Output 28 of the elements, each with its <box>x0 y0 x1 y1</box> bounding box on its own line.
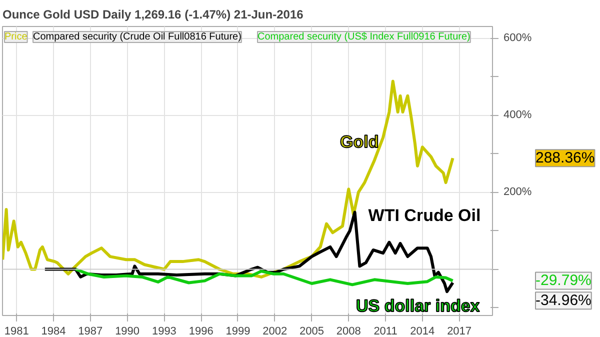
text: -29.79% <box>536 272 592 290</box>
annotation: Price <box>4 32 28 42</box>
text: -34.96% <box>536 292 592 310</box>
x-tick-label: 1999 <box>226 326 250 337</box>
y-tick-label: 200% <box>504 186 532 198</box>
series-label: US dollar index <box>356 296 480 316</box>
x-tick-label: 1984 <box>41 326 66 337</box>
chart-title: Ounce Gold USD Daily 1,269.16 (-1.47%) 21-Jun-2016 <box>2 8 304 22</box>
x-tick-label: 1990 <box>115 326 140 337</box>
x-tick-label: 2008 <box>336 326 361 337</box>
annotation: Compared security (US$ Index Full0916 Future) <box>258 32 470 42</box>
text: 288.36% <box>536 150 595 167</box>
x-tick-label: 1993 <box>152 326 176 337</box>
x-tick-label: 1987 <box>78 326 103 337</box>
annotation: Compared security (Crude Oil Full0816 Future) <box>33 32 242 42</box>
series-label: WTI Crude Oil <box>368 206 481 225</box>
x-tick-label: 2005 <box>300 326 324 337</box>
y-tick-label: 400% <box>504 109 532 122</box>
x-tick-label: 1981 <box>4 326 29 337</box>
x-tick-label: 1996 <box>188 326 214 337</box>
x-tick-label: 2014 <box>410 326 435 337</box>
line-series <box>74 268 454 286</box>
x-tick-label: 2017 <box>447 326 472 337</box>
x-tick-label: 2011 <box>374 326 398 337</box>
x-tick-label: 2002 <box>262 326 288 337</box>
y-tick-label: 600% <box>504 32 532 44</box>
line-series <box>2 80 454 278</box>
series-label: Gold <box>340 132 379 152</box>
